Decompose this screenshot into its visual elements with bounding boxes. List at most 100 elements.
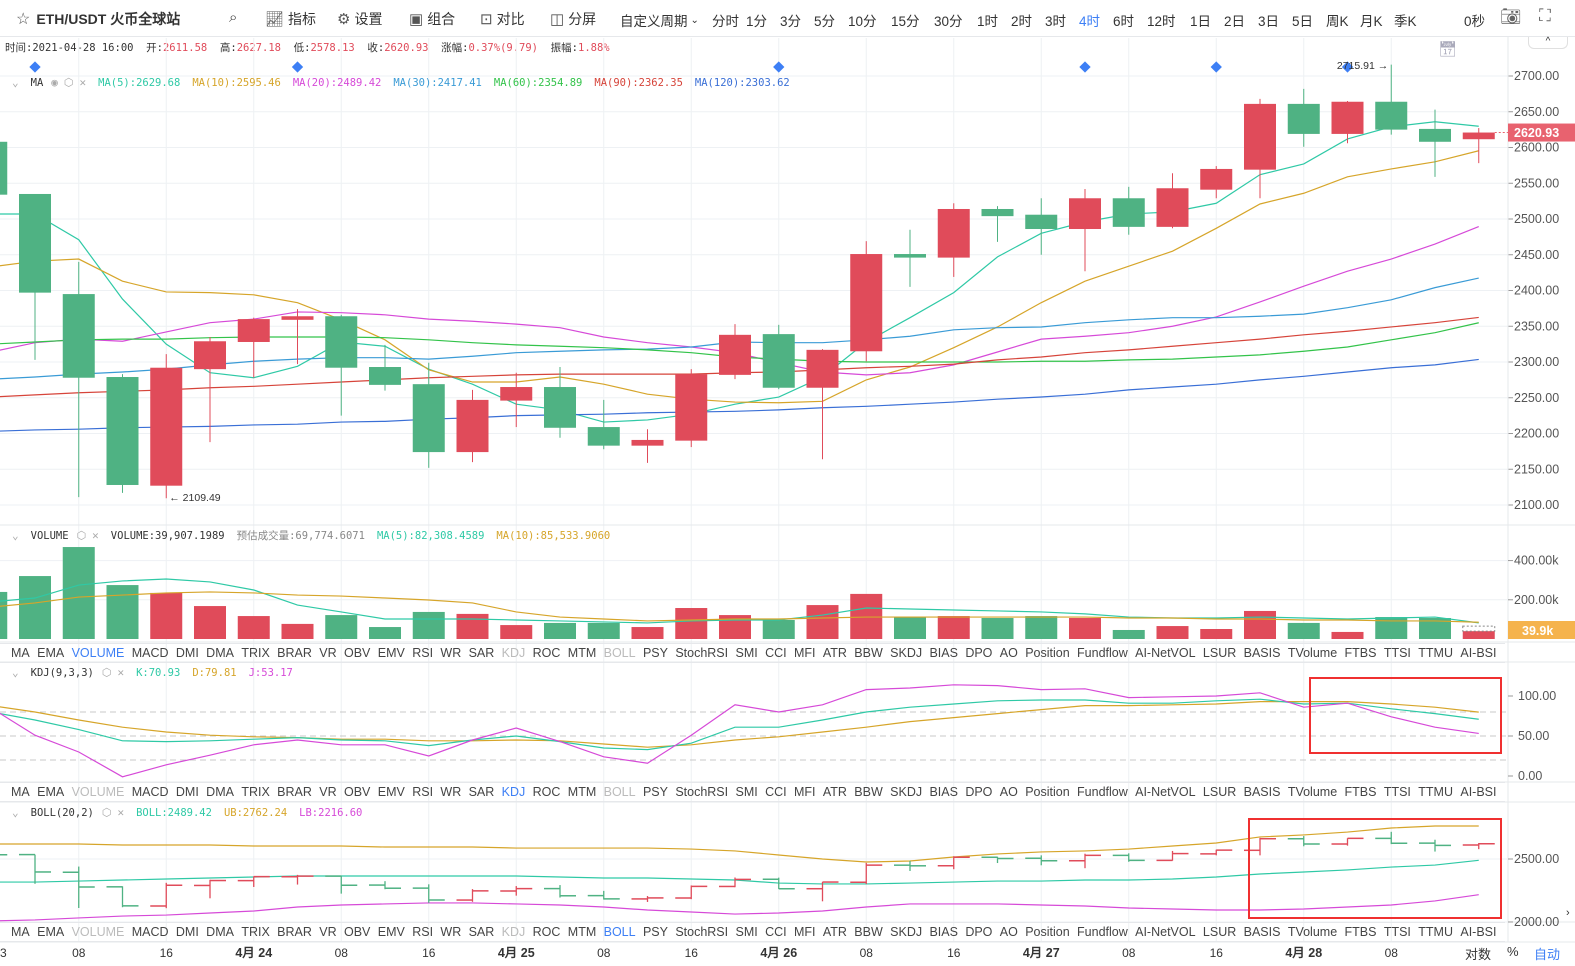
collapse-chevron-icon[interactable]: ⌄ — [12, 666, 19, 679]
indicator-tab-vr[interactable]: VR — [319, 925, 337, 939]
collapse-chevron-icon[interactable]: ⌄ — [12, 806, 19, 819]
period-13[interactable]: 1日 — [1190, 14, 1212, 29]
indicator-tab-ma[interactable]: MA — [11, 925, 30, 939]
indicator-tab-stochrsi[interactable]: StochRSI — [675, 646, 729, 660]
indicator-tab-ttsi[interactable]: TTSI — [1383, 785, 1411, 799]
indicator-tab-skdj[interactable]: SKDJ — [890, 646, 923, 660]
indicator-tab-vr[interactable]: VR — [319, 785, 337, 799]
indicator-tab-vr[interactable]: VR — [319, 646, 337, 660]
indicator-tab-fundflow[interactable]: Fundflow — [1077, 646, 1128, 660]
symbol-selector[interactable]: ☆ ETH/USDT 火币全球站 — [16, 9, 180, 29]
chevron-right-icon[interactable]: › — [1566, 907, 1570, 919]
indicator-tab-atr[interactable]: ATR — [822, 925, 847, 939]
indicator-tab-mtm[interactable]: MTM — [567, 925, 597, 939]
period-6[interactable]: 30分 — [934, 14, 963, 29]
indicator-tab-ao[interactable]: AO — [999, 646, 1018, 660]
period-3[interactable]: 5分 — [814, 14, 836, 29]
indicator-tab-dma[interactable]: DMA — [206, 785, 234, 799]
indicator-tab-brar[interactable]: BRAR — [277, 925, 312, 939]
indicator-tab-roc[interactable]: ROC — [532, 925, 561, 939]
period-15[interactable]: 3日 — [1258, 14, 1280, 29]
log-scale-toggle[interactable]: 对数 — [1465, 947, 1492, 962]
indicator-tab-ftbs[interactable]: FTBS — [1344, 785, 1377, 799]
camera-icon[interactable]: 📷︎ — [1500, 7, 1522, 26]
indicator-tab-psy[interactable]: PSY — [642, 646, 668, 660]
period-5[interactable]: 15分 — [891, 14, 920, 29]
search-icon[interactable]: ⌕ — [229, 9, 238, 26]
indicator-tab-wr[interactable]: WR — [440, 925, 462, 939]
indicator-tab-rsi[interactable]: RSI — [412, 925, 434, 939]
indicator-tab-ema[interactable]: EMA — [37, 785, 65, 799]
indicator-tab-trix[interactable]: TRIX — [241, 925, 270, 939]
indicator-tab-obv[interactable]: OBV — [343, 646, 371, 660]
indicator-tab-cci[interactable]: CCI — [765, 785, 787, 799]
indicator-tab-boll[interactable]: BOLL — [603, 925, 636, 939]
gear-icon[interactable]: ⬡ — [63, 76, 74, 89]
close-icon[interactable]: ✕ — [92, 529, 99, 542]
indicator-tab-rsi[interactable]: RSI — [412, 646, 434, 660]
combine-button[interactable]: ▣ 组合 — [409, 9, 455, 29]
indicator-tab-ai-bsi[interactable]: AI-BSI — [1460, 646, 1497, 660]
period-18[interactable]: 月K — [1360, 14, 1383, 29]
period-8[interactable]: 2时 — [1011, 14, 1033, 29]
indicator-tab-dmi[interactable]: DMI — [175, 785, 199, 799]
indicator-tab-roc[interactable]: ROC — [532, 785, 561, 799]
settings-button[interactable]: ⚙ 设置 — [337, 9, 382, 29]
indicator-tab-ttsi[interactable]: TTSI — [1383, 925, 1411, 939]
indicator-tab-kdj[interactable]: KDJ — [501, 925, 526, 939]
indicator-tab-lsur[interactable]: LSUR — [1202, 785, 1237, 799]
indicator-tab-position[interactable]: Position — [1025, 646, 1070, 660]
split-screen-button[interactable]: ◫ 分屏 — [550, 9, 596, 29]
period-4[interactable]: 10分 — [848, 14, 877, 29]
indicator-tab-ai-bsi[interactable]: AI-BSI — [1460, 925, 1497, 939]
indicator-tab-emv[interactable]: EMV — [377, 646, 405, 660]
indicator-tab-atr[interactable]: ATR — [822, 785, 847, 799]
indicator-tab-smi[interactable]: SMI — [735, 925, 758, 939]
indicator-tab-bbw[interactable]: BBW — [854, 925, 883, 939]
indicator-tab-ema[interactable]: EMA — [37, 925, 65, 939]
indicator-tab-mtm[interactable]: MTM — [567, 646, 597, 660]
period-19[interactable]: 季K — [1394, 14, 1417, 29]
fullscreen-icon[interactable]: ⛶ — [1539, 6, 1551, 25]
indicator-tab-sar[interactable]: SAR — [468, 925, 495, 939]
indicator-tab-sar[interactable]: SAR — [468, 646, 495, 660]
collapse-chevron-icon[interactable]: ⌄ — [12, 529, 19, 542]
period-17[interactable]: 周K — [1326, 14, 1349, 29]
indicator-tab-mtm[interactable]: MTM — [567, 785, 597, 799]
indicator-tab-bbw[interactable]: BBW — [854, 785, 883, 799]
indicator-tab-ttmu[interactable]: TTMU — [1418, 785, 1453, 799]
indicator-tab-ao[interactable]: AO — [999, 785, 1018, 799]
indicator-tab-boll[interactable]: BOLL — [603, 785, 636, 799]
indicator-tab-volume[interactable]: VOLUME — [71, 925, 125, 939]
compare-button[interactable]: ⊡ 对比 — [480, 9, 525, 29]
indicator-tab-dpo[interactable]: DPO — [965, 785, 993, 799]
indicator-tab-ttmu[interactable]: TTMU — [1418, 925, 1453, 939]
gear-icon[interactable]: ⬡ — [101, 666, 112, 679]
indicator-tab-basis[interactable]: BASIS — [1243, 925, 1281, 939]
indicator-tab-wr[interactable]: WR — [440, 646, 462, 660]
period-12[interactable]: 12时 — [1147, 14, 1176, 29]
close-icon[interactable]: ✕ — [117, 666, 125, 679]
collapse-up-icon[interactable]: ^ — [1528, 37, 1568, 49]
indicator-tab-tvolume[interactable]: TVolume — [1287, 646, 1338, 660]
indicator-tab-ai-netvol[interactable]: AI-NetVOL — [1135, 785, 1196, 799]
indicator-tab-sar[interactable]: SAR — [468, 785, 495, 799]
indicator-tab-smi[interactable]: SMI — [735, 646, 758, 660]
indicator-tab-lsur[interactable]: LSUR — [1202, 925, 1237, 939]
period-16[interactable]: 5日 — [1292, 14, 1314, 29]
auto-scale-toggle[interactable]: 自动 — [1534, 947, 1561, 962]
gear-icon[interactable]: ⬡ — [76, 529, 87, 542]
indicator-tab-volume[interactable]: VOLUME — [71, 785, 125, 799]
indicator-tab-psy[interactable]: PSY — [642, 785, 668, 799]
indicator-tab-ao[interactable]: AO — [999, 925, 1018, 939]
indicator-tab-obv[interactable]: OBV — [343, 925, 371, 939]
indicator-tab-ai-bsi[interactable]: AI-BSI — [1460, 785, 1497, 799]
indicator-tab-atr[interactable]: ATR — [822, 646, 847, 660]
indicator-tab-ai-netvol[interactable]: AI-NetVOL — [1135, 646, 1196, 660]
indicator-tab-basis[interactable]: BASIS — [1243, 785, 1281, 799]
indicator-tab-roc[interactable]: ROC — [532, 646, 561, 660]
period-1[interactable]: 1分 — [746, 14, 768, 29]
indicator-tab-dpo[interactable]: DPO — [965, 646, 993, 660]
indicator-tab-stochrsi[interactable]: StochRSI — [675, 925, 729, 939]
indicator-tab-cci[interactable]: CCI — [765, 646, 787, 660]
